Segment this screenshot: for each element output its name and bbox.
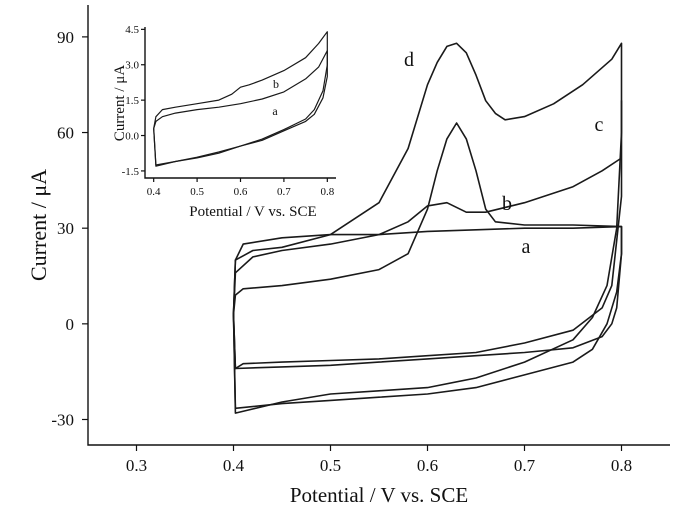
main-x-tick-label-0: 0.3 [126,456,147,475]
main-chart: 0.3 0.4 0.5 0.6 0.7 0.8 -30 0 30 60 90 Current / μ… [26,5,670,507]
main-x-axis-label: Potential / V vs. SCE [290,483,468,507]
main-curves [232,42,623,414]
inset-series-a [153,50,328,166]
inset-curve-label-b: b [273,77,279,91]
inset-curves [153,31,328,167]
main-y-axis-label: Current / μA [26,169,51,281]
main-x-tick-label-4: 0.7 [514,456,536,475]
inset-x-axis-label: Potential / V vs. SCE [189,204,316,220]
inset-y-axis-label: Current / μA [112,65,128,142]
main-ticks: 0.3 0.4 0.5 0.6 0.7 0.8 -30 0 30 60 90 [51,28,632,475]
inset-chart: 0.4 0.5 0.6 0.7 0.8 -1.5 0.0 1.5 3.0 4.5 Current … [112,24,336,220]
inset-y-tick-label-3: 3.0 [125,60,139,72]
inset-x-tick-label-1: 0.5 [190,186,204,198]
main-y-tick-label-4: 90 [57,28,74,47]
curve-label-c: c [595,114,604,136]
inset-x-tick-label-4: 0.8 [320,186,334,198]
main-series-d [232,42,623,414]
main-series-a [232,225,623,370]
inset-axes [144,27,336,179]
inset-y-tick-label-0: -1.5 [122,166,140,178]
main-x-tick-label-5: 0.8 [611,456,632,475]
main-y-tick-label-1: 0 [66,315,75,334]
inset-y-tick-label-1: 0.0 [125,130,139,142]
inset-curve-label-a: a [272,104,278,118]
main-series-b [232,99,623,370]
main-x-tick-label-3: 0.6 [417,456,438,475]
main-y-tick-label-3: 60 [57,123,74,142]
inset-x-tick-label-3: 0.7 [277,186,291,198]
main-x-tick-label-1: 0.4 [223,456,245,475]
curve-label-b: b [502,193,512,215]
curve-label-a: a [522,236,531,258]
main-series-c [232,122,623,410]
main-x-tick-label-2: 0.5 [320,456,341,475]
inset-y-tick-label-2: 1.5 [125,95,139,107]
main-y-tick-label-2: 30 [57,219,74,238]
main-y-tick-label-0: -30 [51,410,74,429]
inset-x-tick-label-0: 0.4 [147,186,161,198]
main-axes [87,5,670,446]
inset-y-tick-label-4: 4.5 [125,24,139,36]
inset-ticks: 0.4 0.5 0.6 0.7 0.8 -1.5 0.0 1.5 3.0 4.5 [122,24,335,198]
inset-x-tick-label-2: 0.6 [234,186,248,198]
curve-label-d: d [404,49,414,71]
inset-series-b [153,31,328,167]
